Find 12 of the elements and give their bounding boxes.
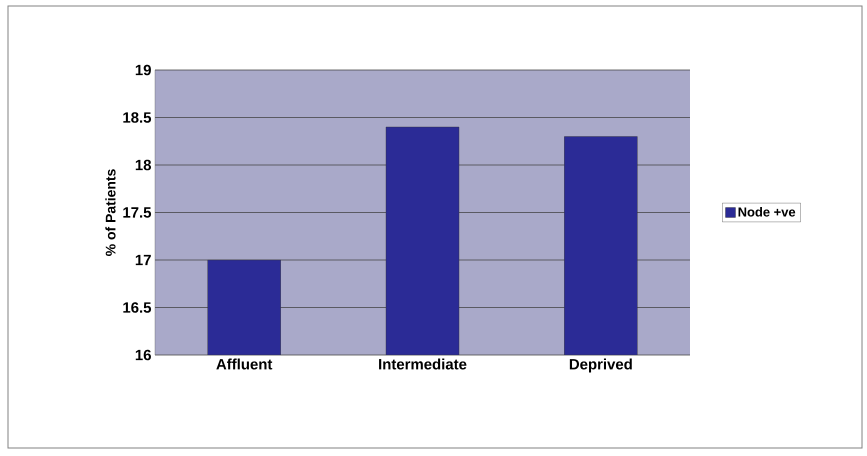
y-tick-label: 16: [136, 350, 151, 360]
y-tick-label: 16.5: [123, 302, 152, 313]
y-tick-label: 18.5: [123, 112, 152, 123]
x-tick-label: Intermediate: [379, 358, 466, 370]
y-tick-label: 17.5: [123, 207, 152, 218]
y-tick-label: 17: [136, 254, 151, 266]
x-tick-label: Deprived: [570, 358, 632, 372]
y-axis-title: % of Patients: [105, 169, 116, 256]
y-tick-label: 18: [136, 160, 152, 170]
y-tick-label: 19: [136, 64, 151, 76]
legend-label: Node +ve: [738, 207, 796, 217]
x-tick-label: Affluent: [216, 358, 272, 370]
